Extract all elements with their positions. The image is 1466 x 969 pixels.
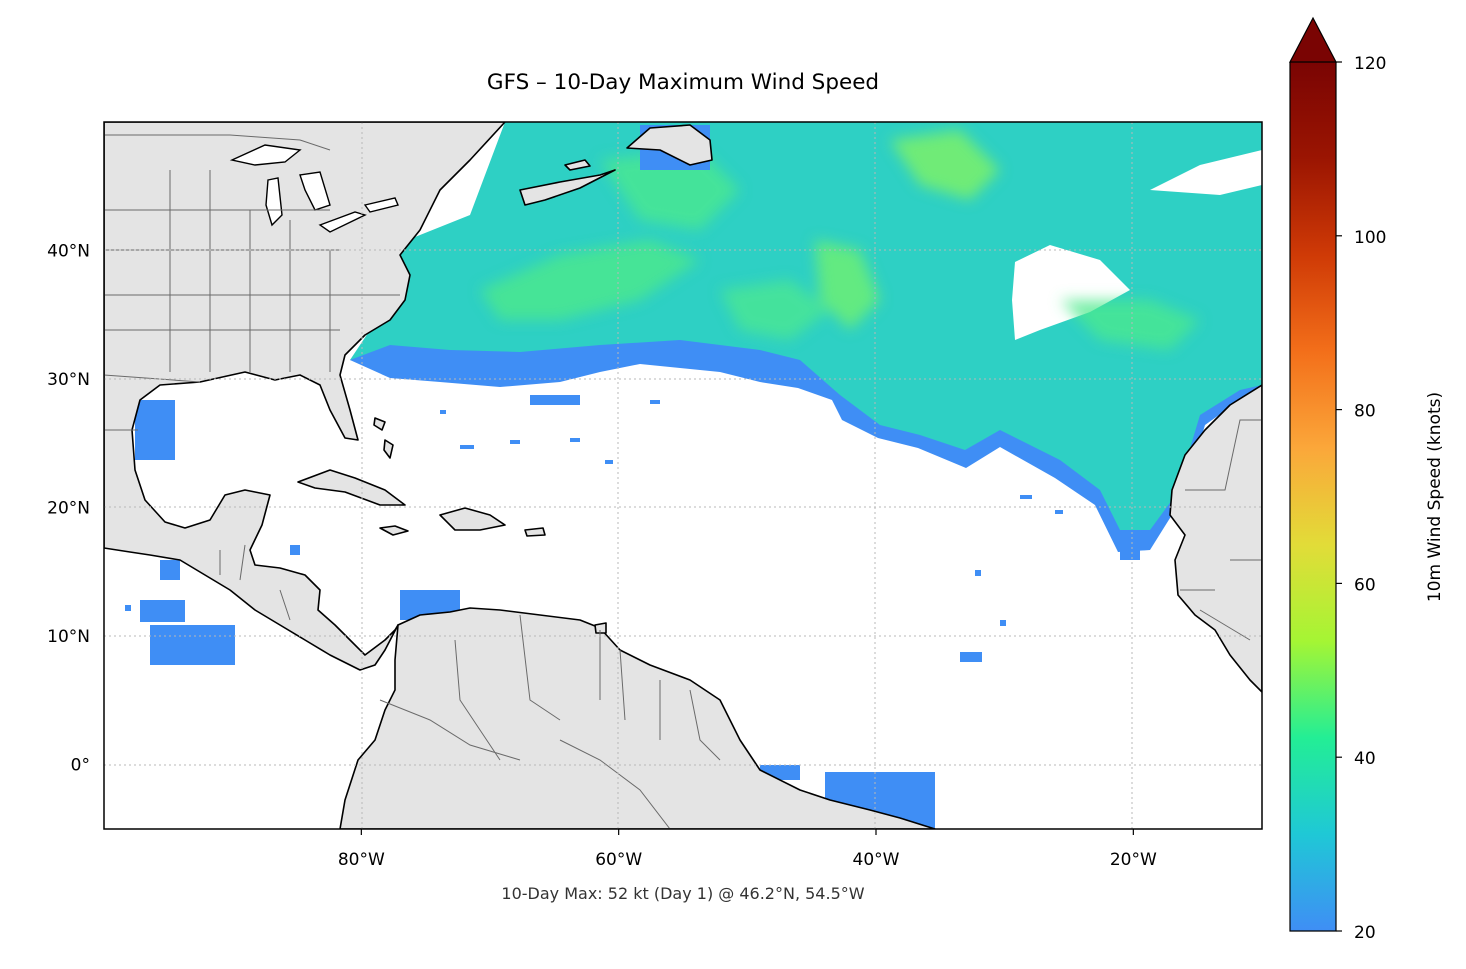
colorbar-tick-label: 100 <box>1354 228 1386 248</box>
land-jamaica <box>379 525 409 536</box>
wind-field-top-right-gap <box>1150 150 1262 195</box>
colorbar-frame <box>1289 62 1337 932</box>
lat-tick-label: 30°N <box>47 370 90 390</box>
lake-ontario <box>363 197 399 213</box>
lat-tick-label: 20°N <box>47 499 90 519</box>
land-nova-scotia <box>519 169 616 206</box>
land-puerto-rico <box>524 527 546 537</box>
colorbar-ticks: 20 40 60 80 100 120 <box>1336 54 1386 943</box>
colorbar-gradient <box>1290 62 1336 931</box>
lat-tick-label: 10°N <box>47 627 90 647</box>
lake-erie <box>318 211 367 233</box>
land-bahamas <box>373 417 394 459</box>
land-pei <box>564 159 591 171</box>
colorbar-tick-label: 80 <box>1354 402 1376 422</box>
land-masses <box>104 122 1262 829</box>
land-north-america <box>104 122 506 671</box>
lake-michigan <box>265 177 283 227</box>
plot-frame <box>103 121 1263 830</box>
lake-superior <box>229 144 302 166</box>
map-area <box>104 122 1262 829</box>
lon-tick-label: 40°W <box>853 850 900 870</box>
colorbar-label: 10m Wind Speed (knots) <box>1425 391 1445 603</box>
colorbar-tick-label: 40 <box>1354 749 1376 769</box>
colorbar-tick-label: 120 <box>1354 54 1386 74</box>
max-wind-annotation: 10-Day Max: 52 kt (Day 1) @ 46.2°N, 54.5… <box>501 884 865 903</box>
colorbar-tick-label: 60 <box>1354 575 1376 595</box>
lat-tick-label: 0° <box>71 756 90 776</box>
borders <box>104 134 1262 829</box>
colorbar: 20 40 60 80 100 120 <box>1289 16 1386 943</box>
gridlines <box>104 122 1262 829</box>
wind-field-east-white-gap <box>1012 245 1130 340</box>
lake-huron <box>299 171 331 211</box>
land-south-america <box>339 607 936 829</box>
colorbar-extend-arrow <box>1289 16 1337 63</box>
lakes <box>229 144 399 233</box>
wind-field-blue-fringe <box>350 340 1262 552</box>
land-cuba <box>297 469 406 506</box>
lon-tick-label: 60°W <box>595 850 642 870</box>
latitude-ticks: 40°N 30°N 20°N 10°N 0° <box>47 242 90 776</box>
land-africa <box>1169 384 1262 693</box>
land-newfoundland <box>626 124 713 166</box>
lon-tick-label: 80°W <box>338 850 385 870</box>
wind-field-speckles <box>125 400 1063 626</box>
chart-title: GFS – 10-Day Maximum Wind Speed <box>486 70 880 95</box>
longitude-ticks: 80°W 60°W 40°W 20°W <box>338 829 1157 870</box>
colorbar-tick-label: 20 <box>1354 923 1376 943</box>
wind-field-north-atlantic <box>350 122 1262 545</box>
lon-tick-label: 20°W <box>1110 850 1157 870</box>
lat-tick-label: 40°N <box>47 242 90 262</box>
land-hispaniola <box>439 507 506 531</box>
land-trinidad <box>594 622 607 634</box>
